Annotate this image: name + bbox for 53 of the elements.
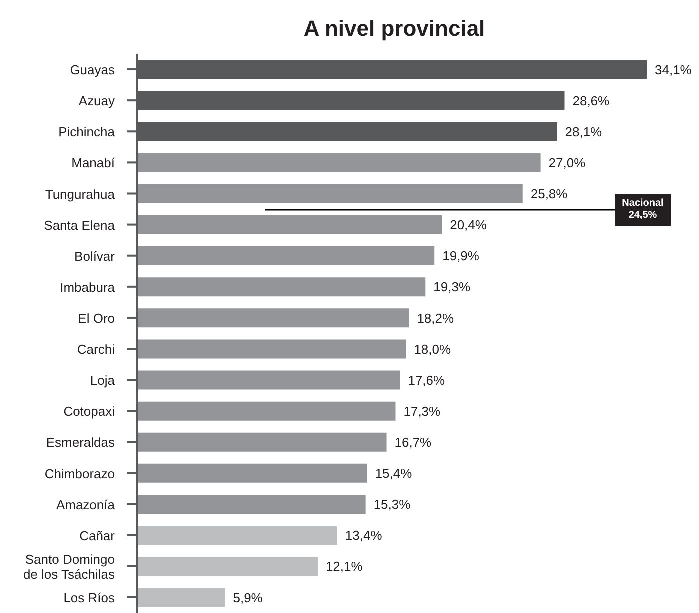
y-tick-label: Esmeraldas [46, 434, 116, 450]
y-tick-label: Tungurahua [45, 186, 116, 202]
data-label: 28,6% [572, 93, 610, 108]
bar [137, 588, 226, 608]
data-label: 13,4% [345, 528, 383, 544]
bar [137, 340, 406, 359]
data-label: 17,3% [404, 404, 442, 419]
y-tick-label: Amazonía [56, 496, 116, 512]
bar [137, 370, 400, 390]
data-label: 18,0% [414, 342, 452, 357]
bar [137, 494, 366, 514]
data-label: 15,3% [374, 497, 412, 512]
y-tick-label: Azuay [78, 93, 116, 108]
y-tick-label: Los Ríos [64, 590, 116, 605]
bar [137, 464, 368, 483]
y-tick-label: Loja [90, 372, 116, 388]
bar [137, 278, 426, 297]
data-label: 15,4% [375, 466, 413, 482]
y-tick-label: El Oro [78, 310, 115, 326]
y-tick-label: Cañar [80, 528, 116, 543]
data-label: 17,6% [408, 372, 446, 388]
data-label: 19,3% [434, 280, 471, 295]
y-tick-label: Santo Domingo de los Tsáchilas [23, 551, 116, 582]
y-tick-label: Cotopaxi [64, 404, 116, 419]
y-tick-label: Imbabura [60, 279, 116, 294]
bar [137, 184, 523, 204]
data-label: 25,8% [530, 186, 568, 202]
bar [137, 215, 442, 234]
chart-title: A nivel provincial [302, 16, 486, 42]
bar [137, 402, 396, 421]
y-tick-label: Guayas [70, 62, 116, 78]
bar [137, 153, 541, 172]
bar [137, 557, 318, 576]
data-label: 5,9% [233, 590, 264, 606]
data-label: 28,1% [565, 124, 603, 140]
y-tick-label: Carchi [77, 342, 116, 357]
data-label: 20,4% [450, 218, 488, 233]
data-label: 34,1% [655, 62, 692, 78]
data-label: 27,0% [548, 155, 586, 170]
data-label: 16,7% [394, 434, 432, 450]
y-tick-label: Pichincha [58, 124, 116, 140]
y-tick-label: Santa Elena [44, 217, 116, 232]
y-tick-label: Chimborazo [44, 466, 115, 481]
data-label: 18,2% [417, 310, 454, 326]
data-label: 12,1% [326, 559, 364, 574]
callout-box: Nacional 24,5% [615, 194, 671, 226]
bar [137, 246, 435, 266]
y-tick-label: Bolívar [74, 248, 116, 264]
data-label: 19,9% [442, 248, 480, 264]
bar [137, 526, 338, 546]
y-tick-label: Manabí [72, 155, 116, 170]
bar [137, 432, 387, 452]
bar [137, 308, 410, 328]
